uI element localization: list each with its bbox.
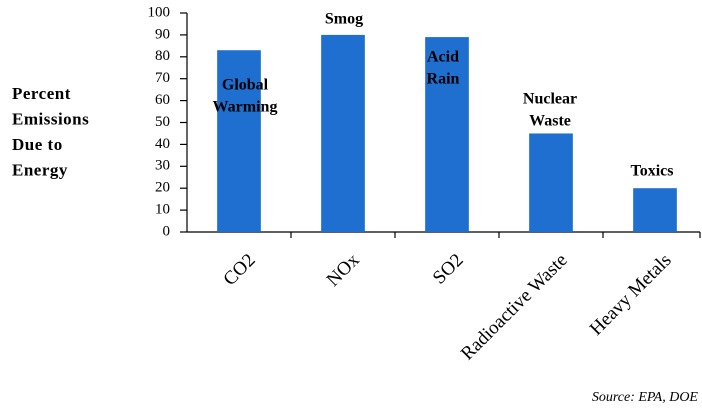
annotation: Warming <box>213 99 278 116</box>
y-tick-label: 30 <box>155 158 170 174</box>
y-tick-label: 20 <box>155 180 170 196</box>
annotation: Global <box>222 77 269 94</box>
x-tick-label: Heavy Metals <box>586 250 676 340</box>
y-axis-label: Due to <box>12 135 63 154</box>
bar <box>217 50 261 233</box>
y-tick-label: 0 <box>163 223 171 239</box>
y-axis-label: Emissions <box>12 109 89 128</box>
x-tick-label: SO2 <box>429 250 468 289</box>
source-note: Source: EPA, DOE <box>592 390 699 405</box>
y-tick-label: 60 <box>155 92 170 108</box>
y-tick-label: 100 <box>148 4 171 20</box>
x-tick-label: Radioactive Waste <box>457 250 572 365</box>
bar <box>425 37 469 233</box>
y-tick-label: 70 <box>155 70 170 86</box>
annotation: Waste <box>529 113 571 130</box>
annotation: Smog <box>325 11 363 28</box>
bar <box>321 34 365 233</box>
y-tick-label: 80 <box>155 48 170 64</box>
y-axis-label: Percent <box>12 84 71 103</box>
y-tick-label: 40 <box>155 136 170 152</box>
annotation: Rain <box>427 71 460 88</box>
annotation: Toxics <box>631 163 674 180</box>
y-axis-label: Energy <box>12 160 68 179</box>
annotation: Nuclear <box>523 91 577 108</box>
annotation: Acid <box>427 49 459 66</box>
y-tick-label: 50 <box>155 114 170 130</box>
bar <box>529 133 573 232</box>
bar <box>633 188 677 232</box>
x-tick-label: CO2 <box>219 250 259 290</box>
x-tick-label: NOx <box>323 249 364 290</box>
y-tick-label: 10 <box>155 202 170 218</box>
y-tick-label: 90 <box>155 26 170 42</box>
